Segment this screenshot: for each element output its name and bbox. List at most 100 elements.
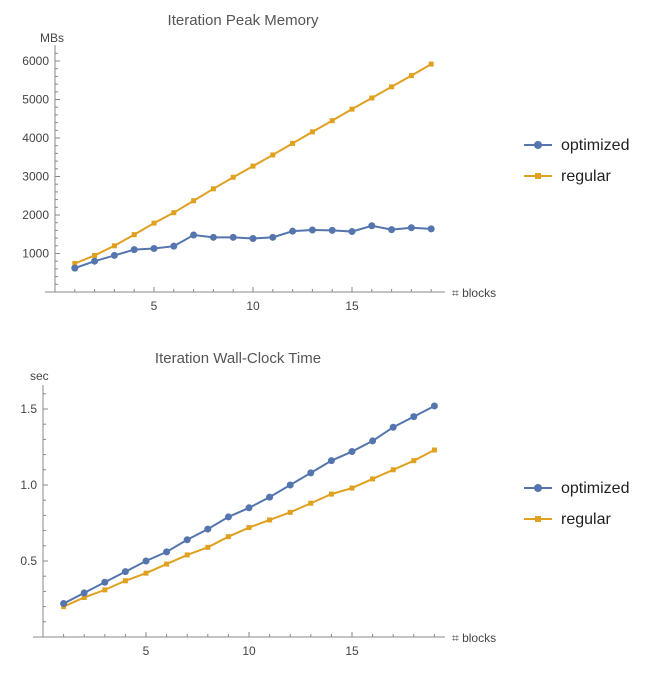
time-chart: Iteration Wall-Clock Time sec ⌗ blocks 5… xyxy=(20,350,629,658)
data-point-optimized xyxy=(101,578,109,586)
data-point-regular xyxy=(431,447,437,453)
data-point-optimized xyxy=(286,481,294,489)
data-point-regular xyxy=(408,73,414,79)
data-point-regular xyxy=(267,517,273,523)
data-point-optimized xyxy=(348,228,356,236)
data-point-regular xyxy=(92,252,98,258)
data-point-optimized xyxy=(427,225,435,233)
data-point-regular xyxy=(428,61,434,67)
data-point-optimized xyxy=(388,226,396,234)
data-point-regular xyxy=(370,476,376,482)
x-tick-label: 5 xyxy=(151,299,158,313)
data-point-regular xyxy=(72,261,78,267)
data-point-optimized xyxy=(150,244,158,252)
plot-area: 5 10 15 1000 2000 3000 4000 5000 6000 optimized re… xyxy=(22,45,629,313)
x-tick-label: 15 xyxy=(345,644,359,658)
data-point-regular xyxy=(81,594,87,600)
data-point-regular xyxy=(369,95,375,101)
data-point-optimized xyxy=(266,493,274,501)
legend-item-regular: regular xyxy=(524,511,611,528)
data-point-optimized xyxy=(170,242,178,250)
data-point-regular xyxy=(143,570,149,576)
y-tick-label: 6000 xyxy=(22,54,49,68)
legend-marker xyxy=(534,141,542,149)
chart-title: Iteration Peak Memory xyxy=(168,12,319,29)
data-point-regular xyxy=(270,152,276,158)
y-axis-label: MBs xyxy=(40,31,64,45)
data-point-optimized xyxy=(209,233,217,241)
data-point-regular xyxy=(246,525,252,531)
data-point-optimized xyxy=(389,423,397,431)
data-point-optimized xyxy=(369,437,377,445)
data-point-regular xyxy=(250,163,256,169)
data-point-regular xyxy=(390,467,396,473)
data-point-optimized xyxy=(430,402,438,410)
data-point-regular xyxy=(111,243,117,249)
y-tick-label: 4000 xyxy=(22,131,49,145)
data-point-regular xyxy=(102,587,108,593)
y-axis-label: sec xyxy=(30,369,49,383)
legend-item-optimized: optimized xyxy=(524,137,629,154)
data-point-optimized xyxy=(410,413,418,421)
data-point-regular xyxy=(184,552,190,558)
data-point-regular xyxy=(328,491,334,497)
x-axis-label: ⌗ blocks xyxy=(452,286,496,300)
memory-chart: Iteration Peak Memory MBs ⌗ blocks 5 10 15… xyxy=(22,12,629,313)
x-tick-label: 5 xyxy=(143,644,150,658)
data-point-regular xyxy=(151,220,157,226)
x-tick-label: 15 xyxy=(345,299,359,313)
data-point-optimized xyxy=(183,536,191,544)
x-tick-label: 10 xyxy=(246,299,260,313)
series-line-optimized xyxy=(74,224,432,270)
data-point-optimized xyxy=(204,525,212,533)
data-point-regular xyxy=(191,198,197,204)
data-point-optimized xyxy=(289,227,297,235)
y-tick-label: 3000 xyxy=(22,170,49,184)
data-point-optimized xyxy=(71,264,79,272)
legend-item-regular: regular xyxy=(524,168,611,185)
data-point-regular xyxy=(230,174,236,180)
y-tick-label: 1.5 xyxy=(20,402,37,416)
data-point-regular xyxy=(171,210,177,216)
data-point-regular xyxy=(349,106,355,112)
data-point-optimized xyxy=(328,226,336,234)
data-point-optimized xyxy=(269,233,277,241)
legend-label: optimized xyxy=(561,480,629,497)
data-point-optimized xyxy=(245,504,253,512)
data-point-optimized xyxy=(142,557,150,565)
legend-label: regular xyxy=(561,168,611,185)
data-point-optimized xyxy=(91,257,99,265)
data-point-regular xyxy=(411,458,417,464)
legend-marker xyxy=(535,516,541,522)
data-point-optimized xyxy=(60,600,68,608)
data-point-regular xyxy=(349,485,355,491)
data-point-regular xyxy=(287,509,293,515)
y-tick-label: 1.0 xyxy=(20,478,37,492)
data-point-optimized xyxy=(130,246,138,254)
legend-label: optimized xyxy=(561,137,629,154)
data-point-optimized xyxy=(348,448,356,456)
data-point-regular xyxy=(308,500,314,506)
data-point-regular xyxy=(225,534,231,540)
data-point-regular xyxy=(389,84,395,90)
y-tick-label: 1000 xyxy=(22,247,49,261)
legend-marker xyxy=(535,173,541,179)
legend-marker xyxy=(534,484,542,492)
data-point-optimized xyxy=(407,224,415,232)
data-point-regular xyxy=(122,578,128,584)
data-point-optimized xyxy=(110,251,118,259)
data-point-optimized xyxy=(80,589,88,597)
data-point-optimized xyxy=(249,234,257,242)
data-point-optimized xyxy=(327,457,335,465)
data-point-regular xyxy=(164,561,170,567)
data-point-optimized xyxy=(308,226,316,234)
chart-title: Iteration Wall-Clock Time xyxy=(155,350,321,367)
y-tick-label: 5000 xyxy=(22,93,49,107)
data-point-regular xyxy=(329,118,335,124)
x-axis-label: ⌗ blocks xyxy=(452,631,496,645)
data-point-optimized xyxy=(224,513,232,521)
data-point-optimized xyxy=(229,233,237,241)
plot-area: 5 10 15 0.5 1.0 1.5 optimized regular xyxy=(20,385,629,658)
y-tick-label: 0.5 xyxy=(20,554,37,568)
